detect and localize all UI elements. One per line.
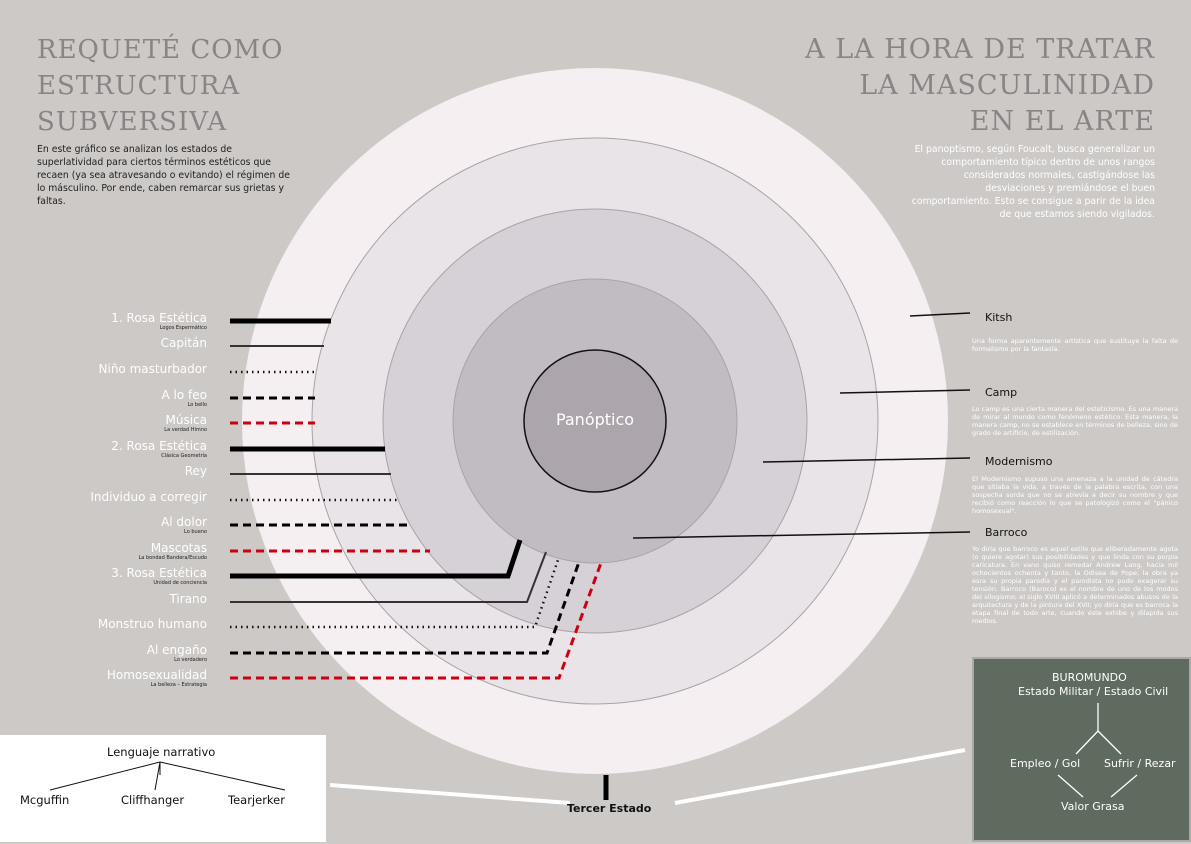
left-item-label: Al engaño (146, 643, 207, 657)
narrative-tree-lines (49, 761, 286, 791)
left-item: A lo feo Lo bello (161, 388, 207, 409)
white-link-left (329, 783, 571, 805)
connector-modernismo (762, 457, 971, 463)
left-item: Tirano (169, 593, 207, 606)
right-item-text: Yo diría que barroco es aquel estilo que… (972, 545, 1178, 625)
narrative-root: Lenguaje narrativo (107, 745, 216, 759)
left-item-label: 3. Rosa Estética (111, 566, 207, 580)
right-connectors (632, 312, 971, 539)
right-item-title: Kitsh (985, 311, 1013, 324)
buromundo-left: Empleo / Gol (1010, 757, 1081, 770)
left-item-label: Tirano (169, 592, 207, 606)
left-item-label: Homosexualidad (106, 668, 207, 682)
title-right-line: A LA HORA DE TRATAR (805, 34, 1155, 65)
connector-line-dashed (230, 561, 581, 655)
left-item: 2. Rosa Estética Clásica Geometría (111, 439, 207, 460)
left-item-sub: Logos Espermático (159, 325, 207, 331)
title-right: A LA HORA DE TRATAR LA MASCULINIDAD EN E… (805, 32, 1155, 140)
left-item-sub: Lo bello (187, 402, 207, 408)
connector-line-thin (230, 551, 547, 603)
buromundo-subtitle: Estado Militar / Estado Civil (1018, 685, 1169, 698)
right-item-text: El Modernismo supuso una amenaza a la un… (972, 475, 1178, 515)
left-item-label: Música (165, 413, 208, 427)
right-item-title: Modernismo (985, 455, 1053, 468)
title-left: REQUETÉ COMO ESTRUCTURA SUBVERSIVA (37, 32, 284, 140)
left-item-sub: La bondad Bandera/Escudo (138, 555, 207, 561)
title-left-line: ESTRUCTURA (37, 71, 241, 101)
left-item: Mascotas La bondad Bandera/Escudo (138, 541, 207, 562)
buromundo-tree-lines (1057, 703, 1138, 798)
left-item-label: Individuo a corregir (90, 490, 207, 504)
left-item: 3. Rosa Estética Unidad de conciencia (111, 566, 207, 587)
left-item: Monstruo humano (98, 618, 207, 631)
left-item-label: A lo feo (161, 388, 207, 402)
left-item: 1. Rosa Estética Logos Espermático (111, 311, 207, 332)
left-item-label: 1. Rosa Estética (111, 311, 207, 325)
left-item-sub: La belleza – Estrategia (150, 682, 207, 688)
left-item: Música La verdad Himno (164, 413, 208, 434)
center-label: Panóptico (555, 410, 635, 429)
white-link-right (674, 748, 966, 805)
left-item: Capitán (161, 337, 207, 350)
panoptico-core (523, 349, 667, 493)
title-right-line: EN EL ARTE (969, 106, 1155, 137)
left-item-sub: Unidad de conciencia (153, 580, 207, 586)
right-item-title: Camp (985, 386, 1018, 399)
left-item: Homosexualidad La belleza – Estrategia (106, 668, 207, 689)
right-item-text: Lo camp es una cierta manera del estetic… (972, 405, 1178, 437)
tercer-estado-label: Tercer Estado (567, 802, 652, 815)
left-item: Niño masturbador (99, 363, 207, 376)
intro-left: En este gráfico se analizan los estados … (37, 144, 290, 207)
left-item-sub: La verdad Himno (164, 427, 207, 433)
narrative-child: Tearjerker (228, 793, 285, 807)
left-item-sub: Lo verdadero (174, 657, 207, 663)
left-item-label: Mascotas (150, 541, 207, 555)
narrative-child: Cliffhanger (121, 793, 185, 807)
buromundo-right: Sufrir / Rezar (1104, 757, 1176, 770)
left-item: Al engaño Lo verdadero (146, 643, 207, 664)
left-item-sub: Clásica Geometría (161, 453, 207, 459)
narrative-box: Lenguaje narrativo Mcguffin Cliffhanger … (0, 735, 326, 842)
left-item: Al dolor Lo bueno (161, 515, 207, 536)
connector-line-red-dashed (230, 562, 603, 680)
connector-camp (839, 389, 971, 394)
title-left-line: SUBVERSIVA (37, 107, 228, 137)
left-item: Individuo a corregir (90, 491, 207, 504)
title-right-line: LA MASCULINIDAD (859, 70, 1155, 101)
connector-line-thick (230, 539, 523, 579)
buromundo-bottom: Valor Grasa (1061, 800, 1125, 813)
left-item: Rey (185, 465, 207, 478)
title-left-line: REQUETÉ COMO (37, 35, 284, 65)
left-item-label: Al dolor (161, 515, 207, 529)
left-item-sub: Lo bueno (184, 529, 207, 535)
left-item-label: Rey (184, 464, 207, 478)
connector-kitsh (909, 312, 971, 317)
right-item-title: Barroco (985, 526, 1028, 539)
right-item-text: Una forma aparentemente artística que su… (972, 337, 1178, 353)
left-item-label: Niño masturbador (98, 362, 207, 376)
connector-barroco (632, 531, 971, 539)
left-item-label: Monstruo humano (97, 617, 207, 631)
narrative-child: Mcguffin (20, 793, 70, 807)
buromundo-title: BUROMUNDO (1052, 671, 1127, 684)
left-item-label: Capitán (160, 336, 207, 350)
buromundo-box: BUROMUNDO Estado Militar / Estado Civil … (972, 657, 1191, 842)
left-item-label: 2. Rosa Estética (111, 439, 207, 453)
intro-right: El panoptismo, según Foucalt, busca gene… (911, 144, 1155, 220)
